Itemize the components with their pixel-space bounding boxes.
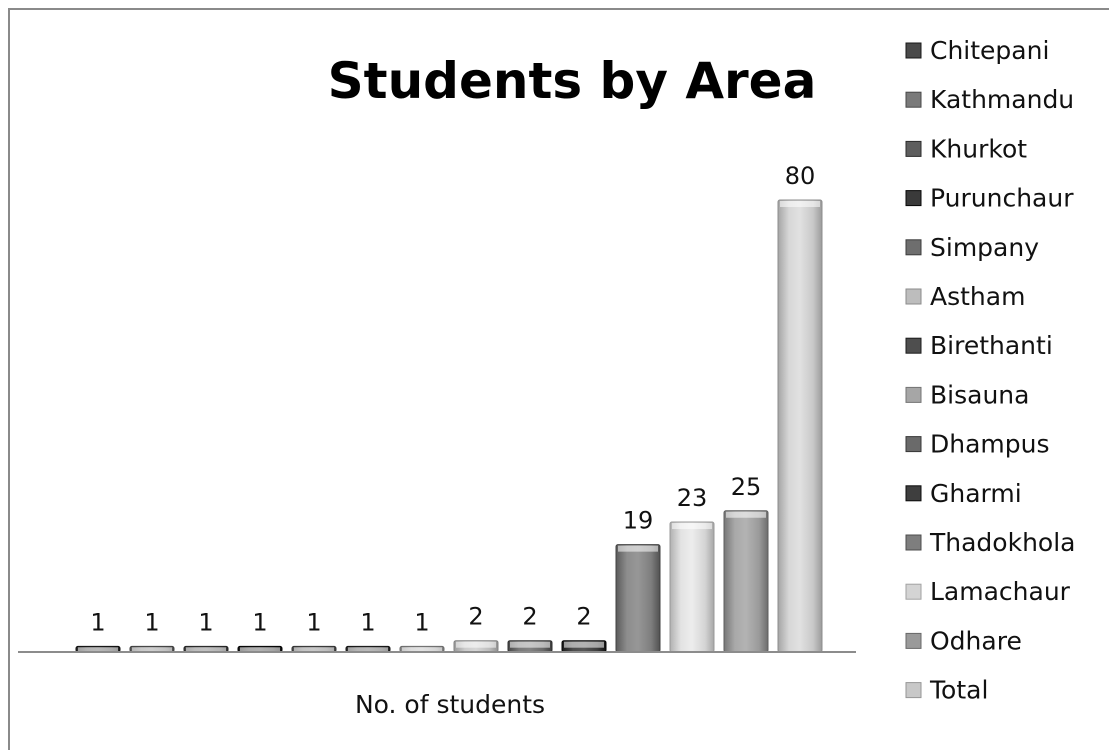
plot-area: 1 1 1 1 1 1 1 2 2 2 19 23 25 80: [75, 162, 823, 653]
bar-cap-khurkot: [186, 647, 226, 651]
legend-swatch-gharmi: [905, 485, 922, 502]
legend-label-gharmi: Gharmi: [930, 479, 1022, 508]
bar-cap-total: [780, 201, 820, 207]
bar-cap-thadokhola: [618, 545, 658, 552]
bar-thadokhola: [615, 544, 661, 653]
legend-label-birethanti: Birethanti: [930, 331, 1053, 360]
legend-swatch-birethanti: [905, 337, 922, 354]
data-label-purunchaur: 1: [252, 608, 267, 636]
chart-canvas: Students by Area 1 1 1 1 1 1 1 2 2 2 19 23 25 80 No. …: [18, 36, 1075, 719]
legend-swatch-lamachaur: [905, 583, 922, 600]
chart-frame: Students by Area 1 1 1 1 1 1 1 2 2 2 19 23 25 80 No. …: [8, 8, 1109, 750]
bar-cap-dhampus: [510, 641, 550, 648]
bar-cap-simpany: [294, 647, 334, 651]
legend-label-simpany: Simpany: [930, 233, 1039, 262]
legend-label-odhare: Odhare: [930, 626, 1022, 655]
legend-swatch-simpany: [905, 239, 922, 256]
legend-label-lamachaur: Lamachaur: [930, 577, 1071, 606]
bar-odhare: [723, 510, 769, 653]
bar-cap-lamachaur: [672, 523, 712, 530]
data-label-gharmi: 2: [576, 603, 591, 631]
bar-cap-gharmi: [564, 641, 604, 648]
data-label-astham: 2: [468, 603, 483, 631]
legend-swatch-thadokhola: [905, 534, 922, 551]
legend-label-thadokhola: Thadokhola: [929, 528, 1075, 557]
legend-swatch-odhare: [905, 632, 922, 649]
data-label-odhare: 25: [731, 473, 762, 501]
legend: Chitepani Kathmandu Khurkot Purunchaur Simpa…: [905, 36, 1075, 705]
legend-label-total: Total: [929, 676, 988, 705]
data-label-simpany: 1: [306, 608, 321, 636]
legend-label-kathmandu: Kathmandu: [930, 85, 1074, 114]
data-label-khurkot: 1: [198, 608, 213, 636]
bar-total: [777, 199, 823, 653]
bar-cap-odhare: [726, 511, 766, 518]
legend-label-chitepani: Chitepani: [930, 36, 1049, 65]
legend-swatch-total: [905, 682, 922, 699]
bar-cap-purunchaur: [240, 647, 280, 651]
bar-cap-chitepani: [78, 647, 118, 651]
legend-swatch-kathmandu: [905, 91, 922, 108]
data-label-birethanti: 1: [360, 608, 375, 636]
x-axis-category-label: No. of students: [355, 690, 545, 719]
legend-swatch-astham: [905, 288, 922, 305]
legend-swatch-purunchaur: [905, 190, 922, 207]
legend-label-bisauna: Bisauna: [930, 380, 1029, 409]
legend-swatch-chitepani: [905, 42, 922, 59]
data-label-thadokhola: 19: [623, 507, 654, 535]
bar-cap-kathmandu: [132, 647, 172, 651]
legend-swatch-khurkot: [905, 140, 922, 157]
chart-title: Students by Area: [328, 52, 817, 110]
legend-swatch-bisauna: [905, 386, 922, 403]
data-label-total: 80: [785, 162, 816, 190]
data-label-chitepani: 1: [90, 608, 105, 636]
legend-label-astham: Astham: [930, 282, 1025, 311]
bar-cap-bisauna: [402, 647, 442, 651]
data-label-kathmandu: 1: [144, 608, 159, 636]
legend-label-khurkot: Khurkot: [930, 134, 1027, 163]
data-label-dhampus: 2: [522, 603, 537, 631]
data-label-lamachaur: 23: [677, 484, 708, 512]
legend-swatch-dhampus: [905, 436, 922, 453]
bar-lamachaur: [669, 521, 715, 653]
bar-cap-astham: [456, 641, 496, 648]
legend-label-purunchaur: Purunchaur: [930, 184, 1074, 213]
legend-label-dhampus: Dhampus: [930, 430, 1050, 459]
bar-cap-birethanti: [348, 647, 388, 651]
data-label-bisauna: 1: [414, 608, 429, 636]
